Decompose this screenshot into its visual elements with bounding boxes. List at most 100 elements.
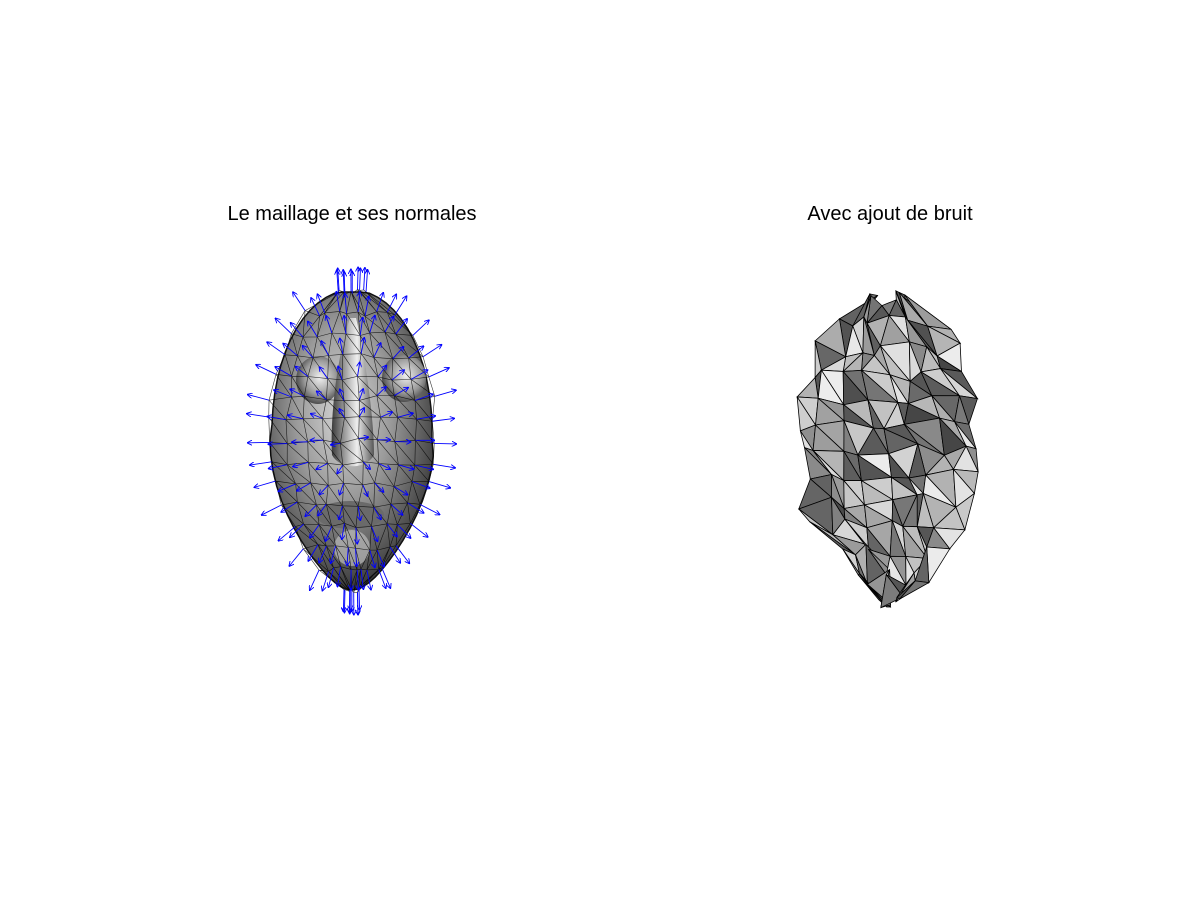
normal-arrow [250,461,272,465]
normal-arrow [393,486,407,495]
normal-arrow [361,338,364,354]
normal-arrow [316,462,328,469]
nose [331,318,374,467]
normal-arrow [343,589,344,611]
normal-arrow [370,526,377,541]
normal-arrow [278,483,296,491]
normal-arrow [296,367,309,377]
normal-arrow [311,414,323,419]
normal-arrow [408,346,424,359]
normal-arrow [380,412,392,418]
normal-arrow [311,298,321,317]
normal-arrow [410,522,427,537]
normal-arrow [358,506,360,520]
normal-arrow [344,590,345,612]
normal-arrow [411,481,430,488]
normal-arrow [317,294,326,314]
normal-arrow [357,569,358,590]
normal-arrow [394,388,408,396]
normal-arrow [274,390,292,398]
normal-arrow [428,368,449,378]
normal-arrow [395,319,407,335]
normal-arrow [290,389,305,397]
normal-arrow [289,548,304,566]
normal-arrow [269,464,288,469]
normal-arrow [358,267,359,290]
normal-arrow [397,413,413,418]
normal-arrow [325,526,333,541]
noisy-triangle [796,376,819,399]
normal-arrow [434,390,456,397]
normal-arrow [422,345,441,358]
normal-arrow [376,549,384,567]
normal-arrow [362,461,370,469]
normal-arrow [342,523,345,539]
normal-arrow [317,391,327,400]
normal-arrow [434,443,456,444]
normal-arrow [283,344,298,357]
normal-arrow [356,527,357,544]
normal-arrow [344,272,345,295]
normal-arrow [326,316,333,334]
normal-arrow [275,367,292,377]
normal-arrow [344,316,346,335]
normal-arrow [267,342,286,356]
normal-arrow [358,292,360,313]
normal-arrow [290,523,304,537]
noisy-face-surface [796,290,979,609]
normal-arrow [267,416,287,421]
normal-arrow [358,389,363,401]
normal-arrow [278,526,296,541]
normal-arrow [358,408,364,417]
normal-arrow [373,343,381,358]
normal-arrow [428,481,450,488]
normal-arrow [395,545,409,564]
normal-arrow [416,416,436,420]
normal-arrow [320,367,329,379]
normal-arrow [268,444,288,445]
normal-arrow [433,463,455,468]
normal-arrow [360,318,363,336]
normal-arrow [369,549,375,567]
normal-arrow [337,270,338,293]
noisy-face-mesh [796,290,979,609]
normal-arrow [339,505,343,520]
normal-arrow [394,296,407,316]
normal-arrow [340,339,343,355]
left-eye-socket [296,356,340,404]
noisy-triangle [926,546,951,584]
normal-arrow [319,545,327,562]
right-panel-title: Avec ajout de bruit [807,203,973,225]
normal-arrow [347,547,348,565]
normal-arrow [381,567,391,588]
normal-arrow [305,504,317,516]
noisy-triangle [896,580,916,600]
normal-arrow [331,545,337,563]
normal-arrow [345,294,347,314]
smooth-face-mesh [0,0,700,900]
normal-arrow [386,294,396,313]
normal-arrow [248,395,270,401]
normal-arrow [288,415,304,420]
left-panel: Le maillage et ses normales [0,0,700,900]
right-panel: Avec ajout de bruit [700,0,1201,900]
mouth [316,501,384,529]
normal-arrow [337,464,344,473]
normal-arrow [247,414,269,418]
normal-arrow [389,546,400,563]
normal-arrow [374,482,384,492]
normal-arrow [338,366,343,381]
normal-arrow [337,566,342,587]
normal-arrow [414,394,433,401]
normal-arrow [358,437,368,438]
normal-arrow [376,387,386,396]
normal-arrow [310,569,320,590]
normal-arrow [318,503,327,515]
normal-arrow [412,320,429,336]
normal-arrow [414,464,433,469]
normal-arrow [362,484,368,496]
normal-arrow [410,370,427,380]
normal-arrow [256,365,277,375]
normal-arrow [386,523,397,537]
normal-arrow [432,418,454,421]
